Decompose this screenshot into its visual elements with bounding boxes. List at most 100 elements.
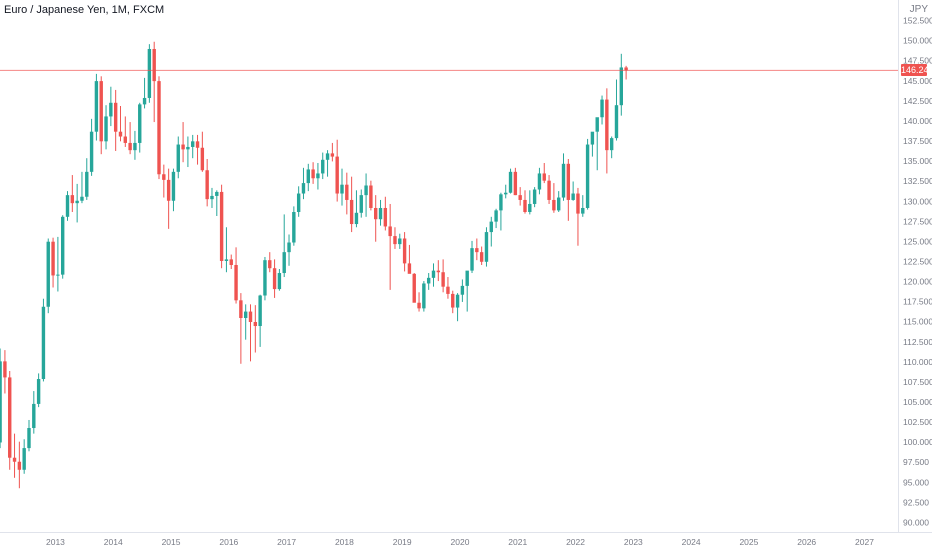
candle — [542, 163, 546, 184]
candle — [600, 95, 604, 125]
candle-body — [113, 102, 118, 132]
candle-body — [27, 428, 31, 449]
candle-body — [99, 81, 103, 142]
candle — [258, 294, 262, 347]
candle-body — [504, 192, 508, 195]
candle — [75, 183, 79, 223]
candle-body — [547, 180, 551, 200]
candle — [340, 168, 344, 206]
candle-body — [321, 159, 325, 174]
candle — [398, 233, 402, 249]
y-tick-label: 145.000 — [903, 76, 932, 86]
candle-body — [441, 272, 445, 287]
candle-body — [619, 67, 623, 106]
candle — [306, 163, 310, 192]
candle-body — [426, 277, 431, 284]
candle — [12, 433, 17, 478]
candle-body — [200, 147, 205, 171]
candle — [595, 117, 599, 171]
candle-body — [431, 270, 436, 278]
candle-body — [566, 163, 571, 200]
candle — [243, 304, 248, 340]
candle-body — [0, 361, 2, 443]
x-tick-label: 2016 — [219, 537, 238, 547]
candle-body — [349, 199, 354, 225]
y-tick-label: 125.000 — [903, 236, 932, 246]
candle — [349, 176, 354, 233]
y-tick-label: 127.500 — [903, 216, 932, 226]
candle-body — [118, 131, 123, 137]
candle — [36, 373, 41, 408]
candle — [330, 142, 335, 162]
candle — [518, 187, 522, 206]
y-tick-label: 117.500 — [903, 297, 932, 307]
candle-body — [364, 185, 368, 196]
candle-body — [378, 207, 383, 220]
candle-body — [455, 294, 460, 308]
candle — [402, 232, 407, 272]
candle-body — [609, 138, 614, 151]
candle — [504, 184, 508, 199]
candle-body — [272, 268, 277, 290]
candle — [374, 195, 378, 242]
candle — [470, 240, 474, 274]
candle-body — [142, 97, 147, 105]
y-tick-label: 137.500 — [903, 136, 932, 146]
candle-body — [475, 248, 479, 253]
candle-body — [460, 285, 465, 295]
candle-body — [162, 174, 166, 180]
candle-body — [229, 259, 233, 265]
candle-body — [166, 179, 171, 201]
candle-body — [104, 116, 108, 142]
candle — [561, 153, 566, 201]
candle — [479, 246, 484, 265]
candle — [27, 419, 31, 452]
y-tick-label: 140.000 — [903, 116, 932, 126]
candle — [494, 208, 498, 229]
candle-body — [402, 238, 407, 264]
candle — [556, 191, 561, 212]
candle-body — [171, 171, 176, 201]
candle — [65, 191, 70, 221]
candle-body — [253, 322, 258, 327]
candle — [321, 152, 325, 180]
candle — [287, 234, 291, 266]
candle — [446, 277, 450, 299]
candle — [263, 256, 267, 301]
x-tick-label: 2021 — [508, 537, 527, 547]
candle-body — [128, 142, 132, 151]
candle — [590, 131, 595, 157]
candle — [460, 279, 465, 302]
candle-body — [195, 141, 200, 148]
candle-body — [407, 263, 412, 274]
candle-body — [508, 171, 513, 193]
candle — [195, 134, 200, 165]
y-tick-label: 132.500 — [903, 176, 932, 186]
x-tick-label: 2023 — [624, 537, 643, 547]
candle — [455, 293, 460, 322]
candle-body — [561, 163, 566, 198]
candle — [99, 76, 103, 155]
candle — [311, 162, 315, 184]
candle — [475, 238, 479, 261]
candle-body — [383, 207, 388, 227]
y-axis: 90.000 92.500 95.000 97.500 100.000 102.500 10… — [903, 16, 932, 528]
candle-body — [537, 173, 542, 190]
candle — [166, 168, 171, 229]
x-tick-label: 2027 — [855, 537, 874, 547]
candle — [407, 244, 412, 274]
candle — [70, 175, 75, 212]
candle — [301, 167, 306, 200]
candle-body — [3, 361, 7, 378]
candle — [513, 167, 518, 196]
candle-body — [205, 170, 209, 200]
candle — [22, 439, 26, 474]
candle — [296, 186, 301, 217]
candle-body — [513, 171, 518, 196]
x-tick-label: 2018 — [335, 537, 354, 547]
candle — [508, 168, 513, 194]
candle — [133, 130, 137, 160]
candle-body — [210, 195, 214, 200]
candle-body — [56, 274, 60, 276]
